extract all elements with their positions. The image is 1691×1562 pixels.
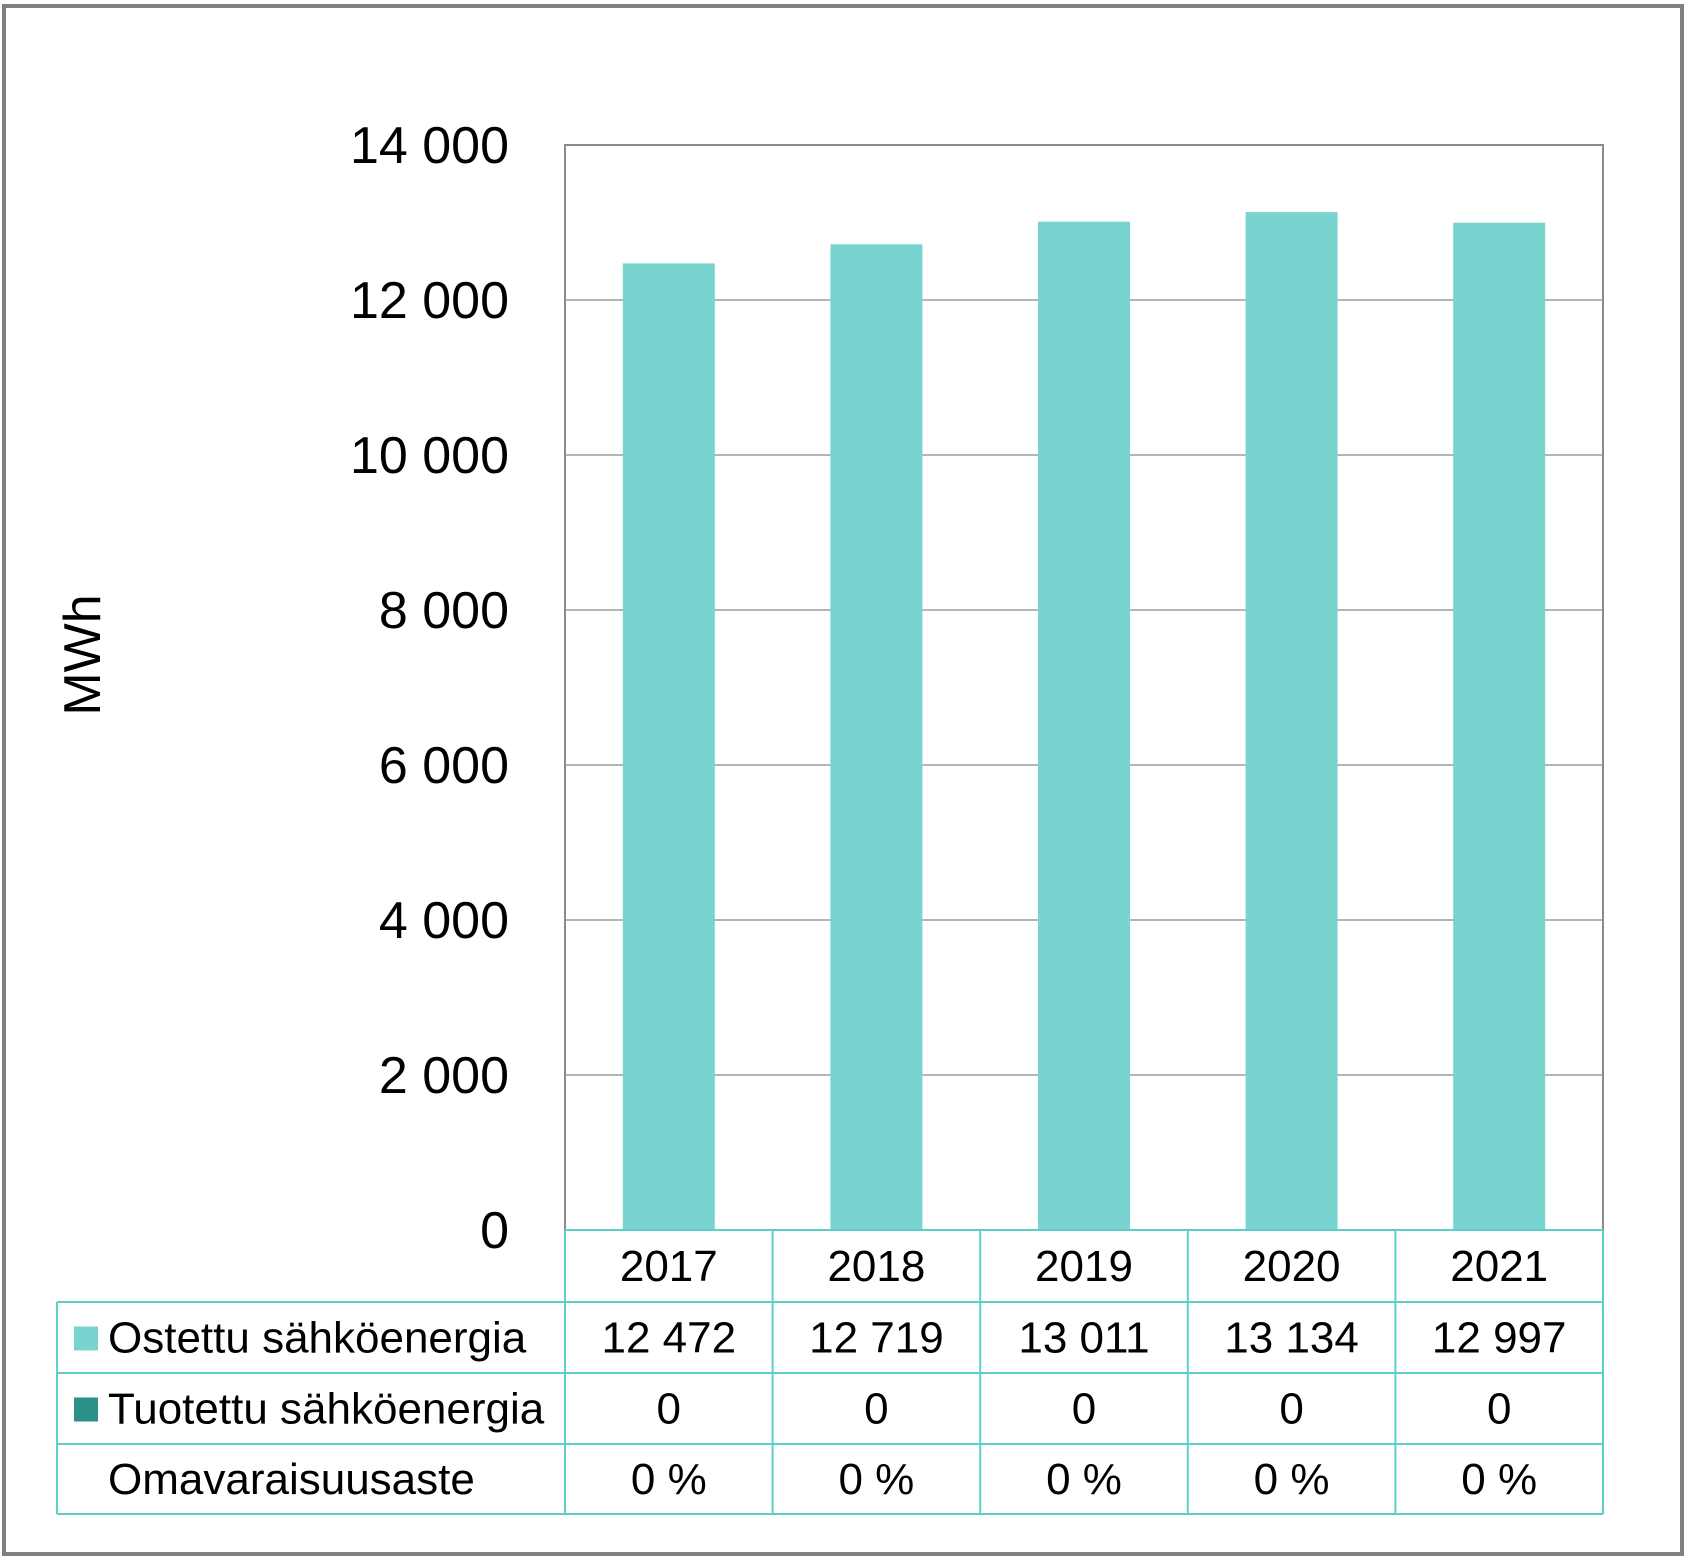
legend-label: Tuotettu sähköenergia	[108, 1385, 545, 1434]
y-tick-label: 12 000	[350, 272, 509, 330]
bar	[1038, 221, 1130, 1230]
x-tick-label: 2017	[620, 1242, 718, 1291]
data-label: 0 %	[1046, 1455, 1122, 1504]
x-tick-label: 2019	[1035, 1242, 1133, 1291]
data-label: 12 472	[602, 1314, 737, 1363]
legend-swatch	[74, 1397, 98, 1422]
legend-label: Omavaraisuusaste	[108, 1455, 475, 1504]
bar	[830, 244, 923, 1231]
data-label: 0 %	[1461, 1455, 1537, 1504]
data-label: 0 %	[1254, 1455, 1330, 1504]
y-tick-label: 4 000	[379, 892, 509, 950]
y-tick-label: 2 000	[379, 1047, 509, 1105]
data-label: 13 134	[1224, 1314, 1359, 1363]
y-tick-label: 0	[480, 1202, 509, 1260]
data-label: 12 719	[809, 1314, 944, 1363]
data-label: 0	[1072, 1385, 1096, 1434]
y-axis-label: MWh	[54, 594, 112, 715]
data-label: 0 %	[631, 1455, 707, 1504]
bar	[1453, 222, 1546, 1231]
x-tick-label: 2020	[1243, 1242, 1341, 1291]
data-label: 13 011	[1018, 1314, 1149, 1363]
x-tick-label: 2018	[827, 1242, 925, 1291]
data-label: 0 %	[838, 1455, 914, 1504]
bar	[1245, 212, 1338, 1231]
data-label: 12 997	[1432, 1314, 1567, 1363]
data-label: 0	[864, 1385, 888, 1434]
legend-swatch	[74, 1326, 98, 1351]
y-tick-label: 8 000	[379, 582, 509, 640]
bar	[622, 263, 715, 1230]
data-label: 0	[1279, 1385, 1303, 1434]
legend-label: Ostettu sähköenergia	[108, 1314, 527, 1363]
x-tick-label: 2021	[1450, 1242, 1548, 1291]
y-tick-label: 14 000	[350, 117, 509, 175]
y-tick-label: 10 000	[350, 427, 509, 485]
data-label: 0	[657, 1385, 681, 1434]
data-label: 0	[1487, 1385, 1511, 1434]
y-tick-label: 6 000	[379, 737, 509, 795]
